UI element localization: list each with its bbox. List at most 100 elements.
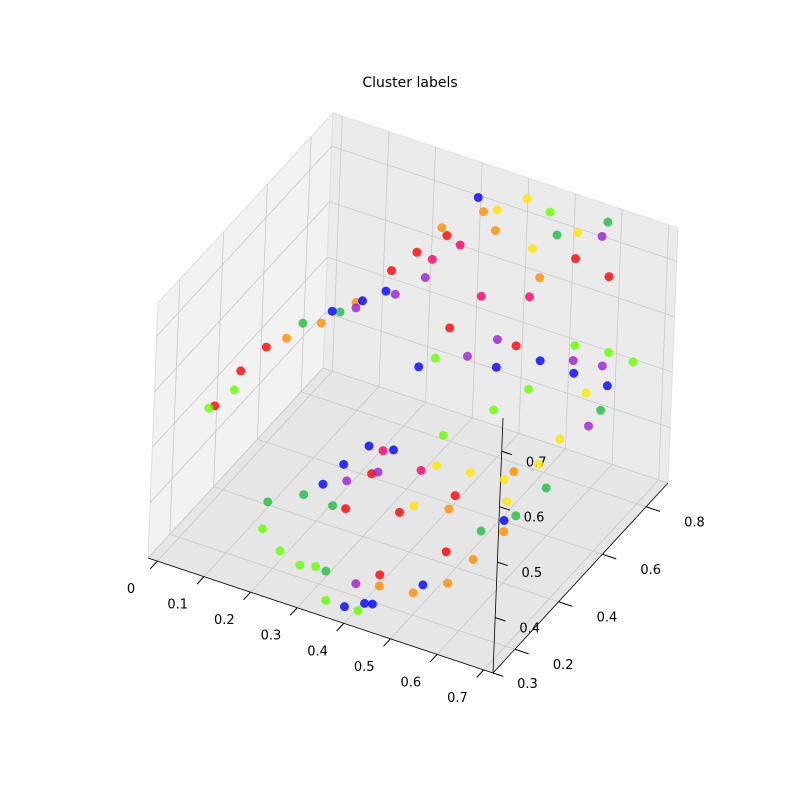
point (492, 335, 502, 345)
point (258, 524, 268, 534)
grid-line (149, 312, 326, 503)
x-tick (196, 576, 205, 585)
x-axis (147, 557, 494, 674)
point (573, 228, 583, 238)
point (387, 266, 397, 276)
point (420, 273, 430, 283)
z-tick (495, 617, 506, 622)
grid-line (154, 201, 330, 392)
point (535, 273, 545, 283)
point (390, 289, 400, 299)
point (430, 353, 440, 363)
grid-line (256, 184, 268, 440)
point (584, 421, 594, 431)
point (236, 366, 246, 376)
grid-line (300, 136, 312, 392)
y-tick (558, 601, 573, 607)
point (476, 526, 486, 536)
point (375, 570, 385, 580)
grid-line (343, 432, 520, 624)
x-tick (476, 669, 485, 678)
point (455, 240, 465, 250)
grid-line (322, 367, 669, 484)
point (527, 244, 537, 254)
point (462, 351, 472, 361)
grid-line (378, 131, 390, 387)
point (489, 405, 499, 415)
grid-line (390, 448, 566, 640)
y-tick (602, 553, 617, 560)
point (541, 483, 551, 493)
point (373, 467, 383, 477)
point (374, 581, 384, 591)
point (427, 254, 437, 264)
point (442, 231, 452, 241)
x-tick-label: 0.1 (167, 598, 188, 613)
point (367, 599, 377, 609)
point (394, 507, 404, 517)
point (597, 231, 607, 241)
grid-line (327, 256, 673, 373)
point (341, 504, 351, 514)
x-tick (383, 638, 391, 647)
point (534, 459, 544, 469)
grid-line (611, 209, 623, 465)
point (604, 272, 614, 282)
y-tick (645, 506, 661, 512)
point (545, 207, 555, 217)
point (321, 595, 331, 605)
grid-line (565, 193, 576, 449)
grid-line (658, 224, 670, 480)
grid-line (483, 479, 659, 671)
grid-line (425, 147, 436, 403)
point (311, 562, 321, 572)
point (603, 217, 613, 227)
point (555, 434, 565, 444)
grid-line (296, 417, 473, 609)
point (431, 461, 441, 471)
grid-line (300, 391, 647, 508)
chart-title: Cluster labels (362, 75, 457, 91)
point (473, 192, 483, 202)
point (468, 554, 478, 564)
point (204, 403, 214, 413)
point (275, 546, 285, 556)
point (339, 602, 349, 612)
point (524, 384, 534, 394)
grid-line (147, 367, 324, 559)
grid-line (329, 201, 675, 318)
point (445, 323, 455, 333)
x-tick (429, 654, 438, 663)
grid-line (169, 279, 181, 535)
point (261, 342, 271, 352)
grid-line (169, 533, 516, 650)
z-tick (501, 450, 513, 456)
point (628, 357, 638, 367)
point (568, 356, 578, 366)
point (502, 497, 512, 507)
grid-line (331, 116, 343, 372)
point (342, 476, 352, 486)
grid-line (331, 145, 677, 262)
x-tick-label: 0.4 (307, 644, 328, 659)
grid-line (518, 178, 530, 434)
point (499, 527, 509, 537)
point (418, 580, 428, 590)
x-tick-label: 0.5 (354, 660, 375, 675)
y-tick-label: 0.6 (640, 563, 661, 578)
point (299, 490, 309, 500)
point (522, 194, 532, 204)
point (571, 254, 581, 264)
point (597, 361, 607, 371)
point (492, 205, 502, 215)
point (351, 579, 361, 589)
z-tick-label: 0.3 (517, 677, 538, 692)
x-tick-label: 0.6 (400, 675, 421, 690)
point (437, 223, 447, 233)
point (321, 566, 331, 576)
y-axis (492, 482, 669, 674)
point (335, 307, 345, 317)
point (412, 247, 422, 257)
x-tick (243, 591, 251, 601)
point (358, 296, 368, 306)
